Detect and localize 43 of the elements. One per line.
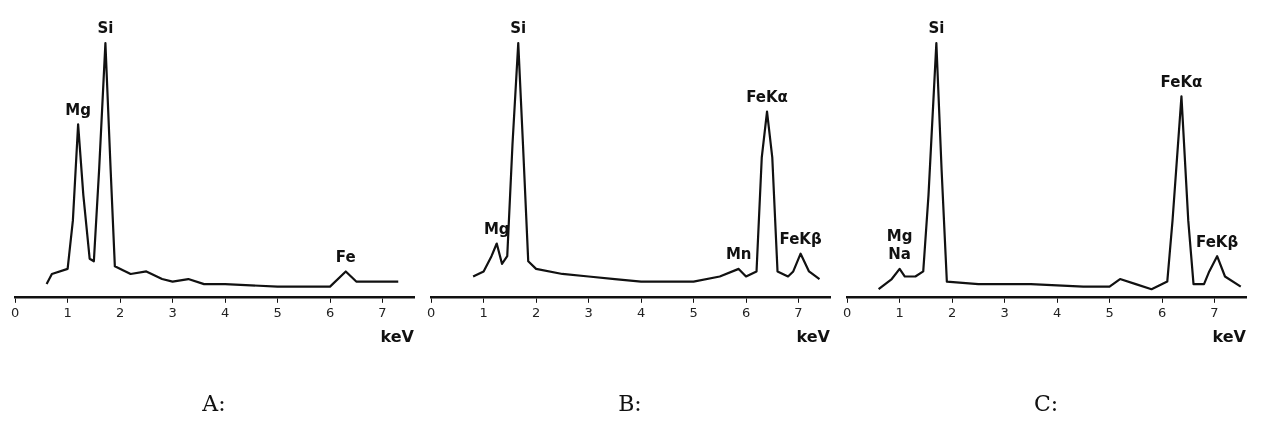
x-tick-label: 5 — [1105, 304, 1114, 320]
x-tick-label: 2 — [115, 304, 125, 320]
x-tick-label: 3 — [168, 304, 177, 320]
x-tick-label: 2 — [531, 304, 541, 320]
annotation: Mg — [886, 227, 913, 246]
x-tick-label: 0 — [426, 304, 436, 320]
x-axis-title: keV — [796, 327, 831, 347]
x-tick-label: 1 — [895, 304, 904, 320]
x-tick-label: 4 — [220, 304, 230, 320]
annotation: Mg — [483, 219, 510, 238]
annotation: FeKβ — [1196, 232, 1239, 251]
x-tick-label: 6 — [1157, 304, 1167, 320]
x-tick-label: 4 — [636, 304, 646, 320]
x-tick-label: 4 — [1052, 304, 1062, 320]
annotation: Mg — [65, 100, 91, 119]
text: B: — [618, 390, 642, 416]
annotation: Si — [928, 19, 945, 38]
x-tick-label: 3 — [1000, 304, 1009, 320]
annotation: FeKα — [746, 87, 788, 106]
x-tick-label: 6 — [741, 304, 751, 320]
x-tick-label: 0 — [842, 304, 852, 320]
x-tick-label: 1 — [63, 304, 72, 320]
annotation: FeKβ — [779, 230, 822, 249]
x-tick-label: 7 — [1210, 304, 1219, 320]
x-tick-label: 3 — [584, 304, 593, 320]
x-tick-label: 1 — [479, 304, 488, 320]
x-tick-label: 5 — [273, 304, 282, 320]
annotation: Si — [510, 19, 527, 38]
x-axis-title: keV — [1212, 327, 1247, 347]
text: A: — [201, 390, 226, 416]
annotation: Na — [888, 245, 911, 264]
annotation: Fe — [335, 247, 356, 266]
x-tick-label: 2 — [947, 304, 957, 320]
annotation: Mn — [725, 245, 752, 264]
annotation: Si — [97, 19, 114, 38]
x-axis-title: keV — [380, 327, 415, 347]
x-tick-label: 7 — [378, 304, 387, 320]
annotation: FeKα — [1160, 72, 1203, 91]
x-tick-label: 0 — [10, 304, 20, 320]
x-tick-label: 5 — [689, 304, 698, 320]
text: C: — [1033, 390, 1059, 416]
x-tick-label: 6 — [325, 304, 335, 320]
x-tick-label: 7 — [794, 304, 803, 320]
